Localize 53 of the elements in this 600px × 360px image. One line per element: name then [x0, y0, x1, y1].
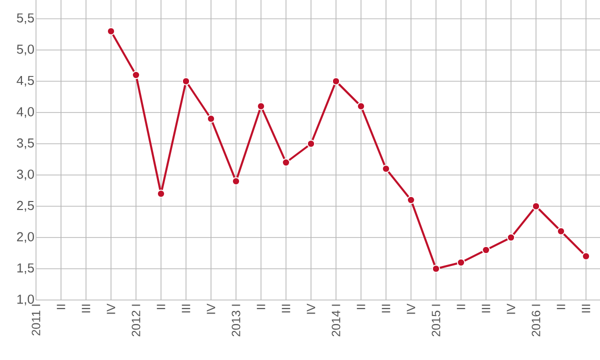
x-tick-label: II	[356, 304, 366, 310]
point	[106, 27, 116, 36]
x-tick-label: III	[182, 304, 190, 312]
point	[382, 164, 390, 173]
x-tick-label: III	[382, 304, 390, 312]
y-tick-label: 2,0	[17, 232, 34, 243]
x-tick-label: II	[256, 304, 266, 310]
point	[182, 77, 190, 86]
y-tick-label: 2,5	[17, 200, 34, 212]
x-tick-label: IV	[406, 304, 416, 314]
point	[306, 140, 316, 148]
point	[532, 202, 540, 210]
x-tick-label: 2016 I	[532, 304, 540, 336]
x-tick-label: II	[56, 304, 66, 310]
y-tick-label: 4,0	[16, 107, 34, 118]
x-tick-label: IV	[106, 304, 116, 314]
x-tick-label: 2014 I	[332, 304, 340, 336]
y-tick-label: 1,0	[17, 294, 34, 306]
point	[256, 102, 266, 110]
y-tick-label: 3,0	[16, 170, 34, 180]
y-tick-label: 1,5	[17, 263, 34, 274]
x-tick-label: 2012 I	[132, 304, 140, 336]
point	[156, 190, 166, 198]
y-tick-label: 5,0	[16, 44, 34, 56]
x-tick-label: III	[82, 304, 90, 312]
x-tick-label: III	[482, 304, 490, 312]
x-tick-label: III	[582, 304, 590, 312]
x-tick-label: II	[456, 304, 466, 310]
x-tick-label: II	[156, 304, 166, 310]
x-tick-label: 2015 I	[432, 304, 440, 336]
x-tick-label: IV	[206, 304, 216, 314]
y-tick-label: 5,5	[16, 13, 34, 24]
y-tick-label: 4,5	[16, 76, 34, 87]
point	[406, 196, 416, 204]
x-tick-label: IV	[506, 304, 516, 314]
point	[582, 252, 590, 260]
point	[356, 102, 366, 110]
point	[482, 246, 490, 254]
point	[456, 258, 466, 267]
point	[206, 114, 216, 123]
y-tick-label: 3,5	[16, 138, 34, 150]
point	[132, 70, 140, 80]
point	[432, 264, 440, 273]
point	[232, 177, 240, 186]
x-tick-label: II	[556, 304, 566, 310]
x-tick-label: IV	[306, 304, 316, 314]
x-tick-label: 2013 I	[232, 304, 240, 336]
x-tick-label: III	[282, 304, 290, 312]
point	[556, 227, 566, 236]
point	[506, 233, 516, 242]
point	[282, 158, 290, 167]
point	[332, 77, 340, 86]
x-tick-label: 2011 I	[32, 304, 40, 336]
